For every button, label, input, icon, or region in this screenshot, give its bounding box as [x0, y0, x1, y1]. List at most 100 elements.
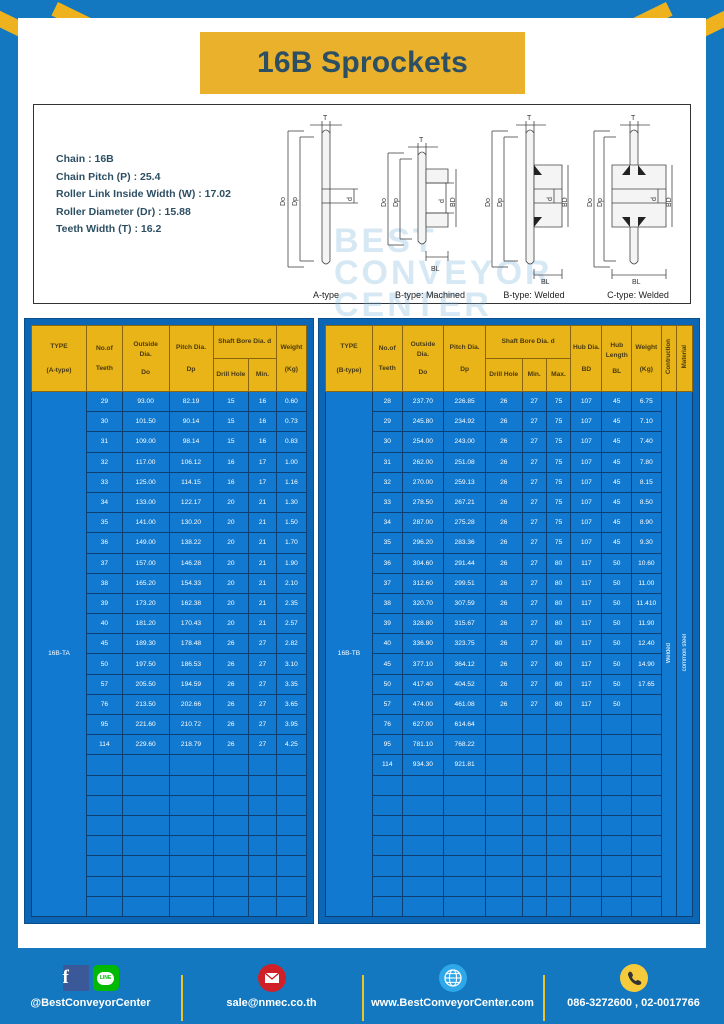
table-cell: 8.50 — [631, 491, 662, 514]
table-cell: 245.80 — [401, 411, 445, 433]
table-cell: 11.00 — [631, 572, 662, 594]
table-cell: 267.21 — [443, 491, 486, 514]
table-row: 35 141.00 130.20 20 21 1.50 — [32, 512, 308, 534]
table-cell: 80 — [545, 552, 572, 574]
table-cell: 21 — [248, 532, 277, 554]
facebook-icon[interactable]: f — [62, 965, 89, 991]
table-cell: 45 — [601, 390, 633, 413]
table-cell-empty — [168, 814, 214, 837]
table-cell — [484, 713, 523, 736]
table-cell: 107 — [570, 471, 603, 493]
table-cell-empty — [168, 794, 214, 816]
table-cell: 21 — [248, 512, 277, 534]
spec-roller-width: Roller Link Inside Width (W) : 17.02 — [56, 188, 231, 200]
th-a-min: Min. — [248, 358, 277, 392]
table-cell-empty — [443, 855, 486, 877]
table-cell: 218.79 — [168, 734, 214, 756]
table-cell-empty — [248, 855, 277, 877]
spec-diagram-box: Chain : 16B Chain Pitch (P) : 25.4 Rolle… — [33, 104, 691, 322]
table-cell: 40 — [371, 633, 403, 655]
table-cell: 32 — [86, 451, 123, 473]
table-cell: 16 — [248, 431, 277, 453]
table-row: 36 304.60 291.44 26 27 80 117 50 10.60 — [326, 552, 693, 574]
table-cell-empty — [371, 835, 403, 857]
construction-cell: Welded — [660, 391, 678, 917]
table-cell: 80 — [545, 633, 572, 655]
table-cell: 50 — [601, 613, 633, 635]
table-cell: 95 — [86, 713, 123, 736]
table-cell: 20 — [212, 552, 250, 574]
table-cell: 213.50 — [121, 693, 170, 716]
table-cell: 107 — [570, 390, 603, 413]
table-cell: 133.00 — [121, 491, 170, 514]
line-icon[interactable]: LINE — [92, 965, 119, 991]
th-b-construction: Contruction — [660, 325, 678, 392]
table-row: 36 149.00 138.22 20 21 1.70 — [32, 532, 308, 554]
th-b-drill-hole: Drill Hole — [484, 358, 523, 392]
table-cell — [631, 713, 662, 736]
table-cell-empty — [545, 794, 572, 816]
table-cell: 93.00 — [121, 390, 170, 413]
table-cell: 27 — [521, 491, 547, 514]
table-cell: 16 — [212, 471, 250, 493]
table-cell: 26 — [484, 552, 523, 574]
table-cell: 50 — [601, 572, 633, 594]
table-cell-empty — [86, 855, 123, 877]
table-cell — [484, 734, 523, 756]
th-b-pitch-dia: Pitch Dia. Dp — [443, 325, 486, 392]
table-row: 95 781.10 768.22 — [326, 734, 693, 756]
mail-icon[interactable] — [257, 964, 286, 992]
table-cell: 27 — [521, 451, 547, 473]
spec-list: Chain : 16B Chain Pitch (P) : 25.4 Rolle… — [56, 151, 301, 239]
table-cell: 141.00 — [121, 512, 170, 534]
table-cell: 45 — [601, 431, 633, 453]
footer-email[interactable]: sale@nmec.co.th — [181, 963, 362, 1021]
table-cell-empty — [275, 794, 308, 816]
table-cell — [570, 754, 603, 776]
table-cell: 26 — [484, 653, 523, 675]
table-cell-empty — [521, 875, 547, 897]
table-cell-empty — [248, 875, 277, 897]
th-b-weight: Weight (Kg) — [631, 325, 662, 392]
table-row-empty — [32, 835, 308, 857]
table-row: 38 165.20 154.33 20 21 2.10 — [32, 572, 308, 594]
table-cell: 138.22 — [168, 532, 214, 554]
th-a-weight: Weight (Kg) — [275, 325, 308, 392]
table-cell: 101.50 — [121, 411, 170, 433]
footer-website[interactable]: www.BestConveyorCenter.com — [362, 963, 543, 1021]
table-cell-empty — [443, 794, 486, 816]
table-cell: 34 — [86, 491, 123, 514]
table-cell: 417.40 — [401, 673, 445, 695]
footer-social[interactable]: f LINE @BestConveyorCenter — [0, 963, 181, 1009]
table-cell: 304.60 — [401, 552, 445, 574]
table-cell: 50 — [601, 653, 633, 675]
table-cell: 283.36 — [443, 532, 486, 554]
globe-icon[interactable] — [438, 964, 467, 992]
table-cell: 9.30 — [631, 532, 662, 554]
table-cell-empty — [570, 835, 603, 857]
table-cell: 117 — [570, 653, 603, 675]
table-cell: 117 — [570, 613, 603, 635]
diagram-caption-b-welded: B-type: Welded — [503, 290, 565, 300]
table-cell-empty — [484, 774, 523, 796]
phone-icon[interactable] — [619, 964, 648, 992]
footer-phone[interactable]: 086-3272600 , 02-0017766 — [543, 963, 724, 1021]
table-cell-empty — [86, 754, 123, 776]
th-a-pitch-dia: Pitch Dia. Dp — [168, 325, 214, 392]
table-cell: 21 — [248, 552, 277, 574]
table-cell: 26 — [484, 491, 523, 514]
table-row: 37 312.60 299.51 26 27 80 117 50 11.00 — [326, 572, 693, 594]
table-cell: 2.10 — [275, 572, 308, 594]
table-cell-empty — [86, 774, 123, 796]
table-cell: 32 — [371, 471, 403, 493]
svg-text:T: T — [527, 115, 532, 122]
table-cell: 117 — [570, 552, 603, 574]
table-cell: 107 — [570, 451, 603, 473]
table-cell-empty — [275, 895, 308, 917]
table-cell-empty — [570, 895, 603, 917]
svg-text:BL: BL — [632, 279, 641, 286]
table-cell: 1.90 — [275, 552, 308, 574]
svg-text:d: d — [547, 197, 554, 201]
svg-text:BD: BD — [562, 197, 569, 207]
table-cell: 26 — [484, 592, 523, 615]
